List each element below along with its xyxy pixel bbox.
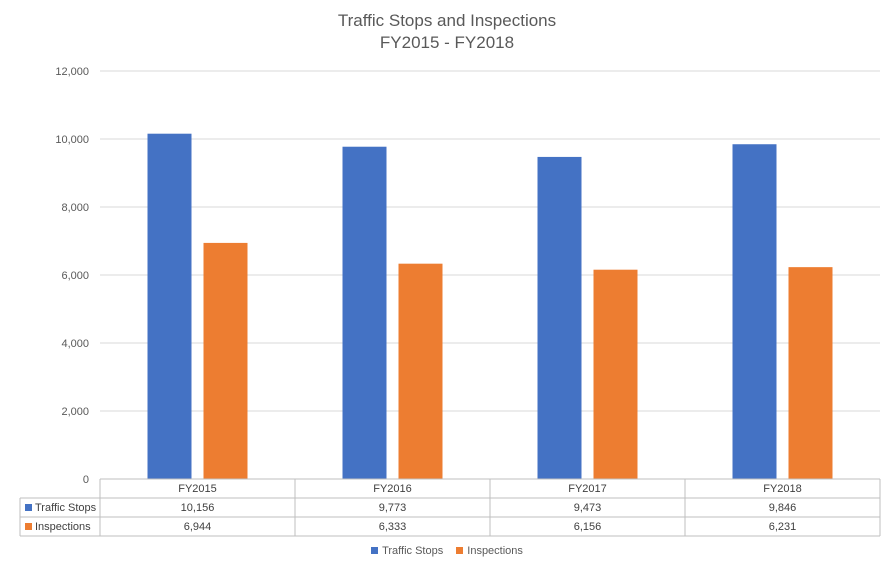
category-label: FY2016 [373, 483, 412, 495]
bar-inspections-fy2017 [593, 269, 638, 479]
y-tick-label: 6,000 [61, 270, 89, 282]
data-label: 9,473 [574, 502, 602, 514]
legend-label-traffic-stops: Traffic Stops [382, 545, 444, 557]
legend-swatch-inspections [456, 547, 464, 554]
table-series-label: Traffic Stops [35, 502, 97, 514]
legend-label-inspections: Inspections [467, 545, 523, 557]
bar-inspections-fy2015 [203, 242, 248, 479]
bar-traffic-stops-fy2015 [147, 133, 192, 480]
legend-item-inspections: Inspections [456, 545, 523, 557]
bar-traffic-stops-fy2016 [342, 146, 387, 479]
category-label: FY2017 [568, 483, 607, 495]
chart-title: Traffic Stops and Inspections FY2015 - F… [0, 10, 894, 54]
y-tick-label: 0 [83, 474, 89, 486]
data-label: 6,231 [769, 521, 797, 533]
bar-traffic-stops-fy2018 [732, 144, 777, 479]
legend-swatch-traffic-stops [371, 547, 379, 554]
data-label: 9,773 [379, 502, 407, 514]
category-label: FY2018 [763, 483, 802, 495]
category-label: FY2015 [178, 483, 217, 495]
table-legend-swatch [25, 523, 32, 530]
data-label: 6,944 [184, 521, 212, 533]
chart-subtitle: FY2015 - FY2018 [379, 33, 515, 52]
data-label: 6,156 [574, 521, 602, 533]
table-series-label: Inspections [35, 521, 91, 533]
data-label: 10,156 [181, 502, 215, 514]
bar-inspections-fy2016 [398, 263, 443, 479]
y-tick-label: 8,000 [61, 202, 89, 214]
y-tick-label: 12,000 [55, 66, 89, 78]
y-tick-label: 4,000 [61, 338, 89, 350]
legend-item-traffic-stops: Traffic Stops [371, 545, 443, 557]
legend: Traffic Stops Inspections [0, 545, 894, 557]
bar-inspections-fy2018 [788, 267, 833, 479]
y-tick-label: 10,000 [55, 134, 89, 146]
bar-traffic-stops-fy2017 [537, 156, 582, 479]
chart-title-main: Traffic Stops and Inspections [337, 11, 557, 30]
data-label: 6,333 [379, 521, 407, 533]
data-label: 9,846 [769, 502, 797, 514]
y-tick-label: 2,000 [61, 406, 89, 418]
table-legend-swatch [25, 504, 32, 511]
